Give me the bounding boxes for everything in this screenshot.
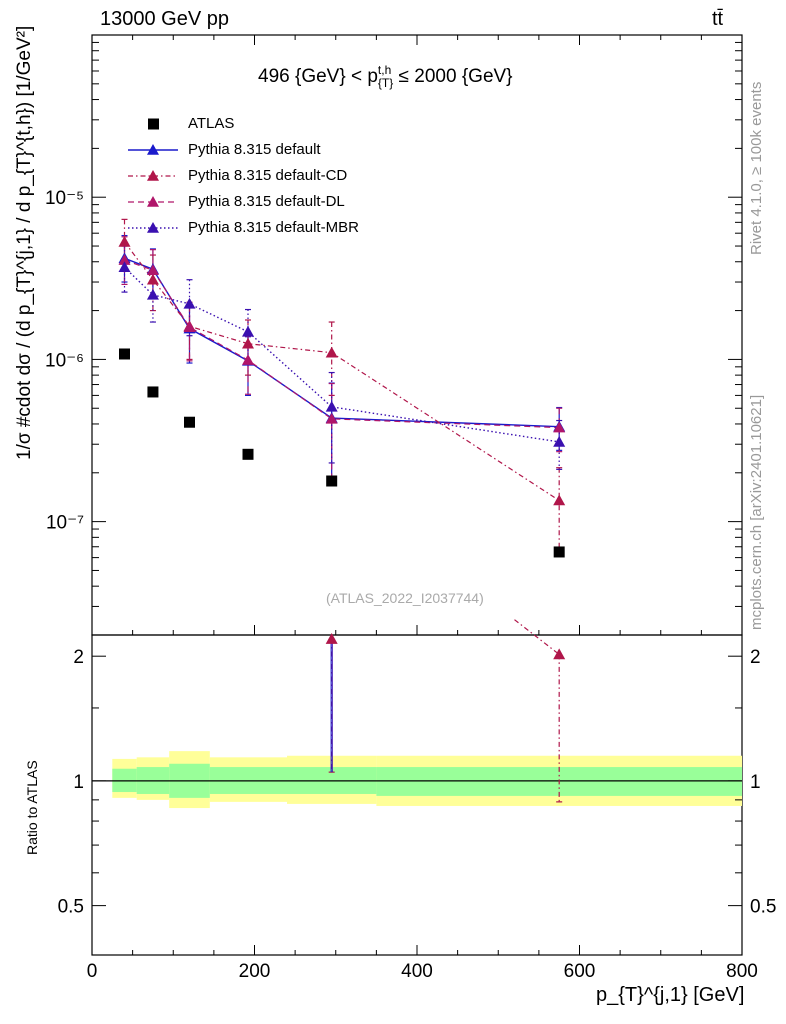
marker-dl-1 xyxy=(146,264,159,275)
series-line-mbr xyxy=(124,266,560,443)
cut-label: 496 {GeV} < p t,h {T} ≤ 2000 {GeV} xyxy=(258,64,513,90)
x-tick-label-1: 200 xyxy=(239,961,271,982)
legend-label-mbr: Pythia 8.315 default-MBR xyxy=(188,219,359,236)
y-main-tick-label-0: 10⁻⁷ xyxy=(46,513,84,534)
marker-atlas-2 xyxy=(184,416,195,428)
marker-mbr-4 xyxy=(325,400,338,412)
y-ratio-tick-label-2: 2 xyxy=(73,647,84,668)
legend-marker-default xyxy=(147,144,159,155)
cut-label-sup: t,h xyxy=(377,63,392,77)
marker-mbr-0 xyxy=(118,261,131,273)
marker-cd-1 xyxy=(146,273,159,285)
ratio-marker-cd-1 xyxy=(553,648,566,660)
series-line-default xyxy=(124,257,560,428)
legend-marker-mbr xyxy=(147,222,159,233)
legend-label-dl: Pythia 8.315 default-DL xyxy=(188,193,345,210)
marker-mbr-3 xyxy=(242,325,254,337)
ratio-line-cd xyxy=(514,619,560,655)
marker-atlas-0 xyxy=(119,348,130,360)
marker-cd-4 xyxy=(325,346,338,358)
marker-cd-3 xyxy=(242,337,254,349)
marker-atlas-4 xyxy=(326,475,338,487)
ratio-y-axis-label: Ratio to ATLAS xyxy=(24,760,40,855)
data-markers xyxy=(118,235,566,660)
analysis-watermark: (ATLAS_2022_I2037744) xyxy=(326,590,484,606)
main-y-axis-label: 1/σ #cdot dσ / (d p_{T}^{j,1} / d p_{T}^… xyxy=(14,25,35,460)
marker-dl-5 xyxy=(553,421,566,433)
axis-ticks: 0 200 400 600 800 10⁻⁷ 10⁻⁶ 10⁻⁵ 0.5 0.5 1 1 2 2 xyxy=(45,35,776,982)
marker-dl-3 xyxy=(242,354,254,365)
legend-markers xyxy=(128,118,178,233)
marker-dl-4 xyxy=(325,412,338,424)
legend-label-atlas: ATLAS xyxy=(188,115,235,132)
marker-mbr-2 xyxy=(183,297,196,309)
process-title: tt̄ xyxy=(712,8,724,30)
x-tick-label-3: 600 xyxy=(564,961,596,982)
cut-label-suffix: ≤ 2000 {GeV} xyxy=(393,66,513,88)
marker-atlas-5 xyxy=(553,546,565,558)
y-ratio-tick-label-right-0: 0.5 xyxy=(750,897,776,918)
rivet-label: Rivet 4.1.0, ≥ 100k events xyxy=(748,81,765,255)
legend-marker-cd xyxy=(147,170,159,181)
legend-label-cd: Pythia 8.315 default-CD xyxy=(188,167,348,184)
x-axis-label: p_{T}^{j,1} [GeV] xyxy=(596,984,745,1006)
marker-atlas-3 xyxy=(242,448,254,460)
legend-marker-atlas xyxy=(148,118,159,130)
y-ratio-tick-label-0: 0.5 xyxy=(58,897,84,918)
marker-mbr-1 xyxy=(146,288,159,300)
y-ratio-tick-label-right-1: 1 xyxy=(750,772,761,793)
marker-mbr-5 xyxy=(553,435,566,447)
marker-dl-0 xyxy=(118,254,131,265)
cut-label-sub: {T} xyxy=(377,76,394,90)
series-line-dl xyxy=(124,259,560,429)
x-tick-label-4: 800 xyxy=(726,961,758,982)
x-tick-label-0: 0 xyxy=(87,961,98,982)
y-ratio-tick-label-right-2: 2 xyxy=(750,647,761,668)
y-main-tick-label-1: 10⁻⁶ xyxy=(45,350,84,371)
ratio-marker-cd-0 xyxy=(325,633,338,644)
cut-label-prefix: 496 {GeV} < p xyxy=(258,66,378,88)
mcplots-label: mcplots.cern.ch [arXiv:2401.10621] xyxy=(748,394,765,630)
marker-cd-0 xyxy=(118,235,131,247)
marker-atlas-1 xyxy=(147,386,159,398)
y-ratio-tick-label-1: 1 xyxy=(73,772,84,793)
ratio-uncertainty-bands xyxy=(92,751,742,809)
x-tick-label-2: 400 xyxy=(401,961,433,982)
marker-cd-5 xyxy=(553,494,566,506)
energy-title: 13000 GeV pp xyxy=(100,8,229,30)
y-main-tick-label-2: 10⁻⁵ xyxy=(45,188,84,209)
marker-dl-2 xyxy=(183,321,196,332)
legend-marker-dl xyxy=(147,196,159,207)
legend-label-default: Pythia 8.315 default xyxy=(188,141,321,158)
